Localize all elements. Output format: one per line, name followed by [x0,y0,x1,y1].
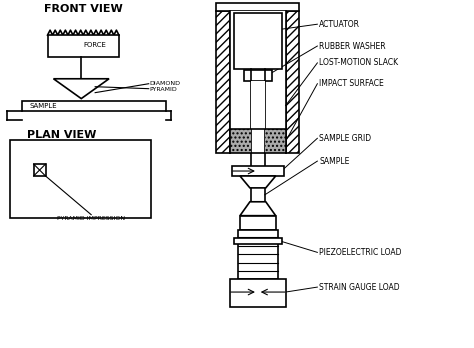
Text: STRAIN GAUGE LOAD: STRAIN GAUGE LOAD [319,283,400,292]
Text: FORCE: FORCE [83,42,106,48]
Bar [230,11,286,153]
Bar [230,129,286,153]
Bar [286,11,300,153]
Polygon shape [240,202,276,216]
Text: PIEZOELECTRIC LOAD: PIEZOELECTRIC LOAD [319,248,402,257]
Text: SAMPLE GRID: SAMPLE GRID [319,134,372,143]
Bar [240,216,276,230]
Text: RUBBER WASHER: RUBBER WASHER [319,41,386,50]
Text: IMPACT SURFACE: IMPACT SURFACE [319,79,384,88]
Bar [230,279,286,307]
Bar [47,35,119,57]
Bar [22,101,165,111]
Text: SAMPLE: SAMPLE [30,103,57,109]
Text: LOST-MOTION SLACK: LOST-MOTION SLACK [319,58,399,68]
Bar [265,129,286,153]
Text: ACTUATOR: ACTUATOR [319,20,360,29]
Bar [244,70,272,81]
Text: DIAMOND
PYRAMID: DIAMOND PYRAMID [150,81,181,92]
Bar [238,230,278,279]
Bar [216,3,300,11]
Polygon shape [54,79,109,98]
Bar [216,11,230,153]
Bar [234,13,282,69]
Bar [234,238,282,244]
Polygon shape [240,176,276,188]
Text: SAMPLE: SAMPLE [319,157,350,166]
Text: PYRAMID IMPRESSION: PYRAMID IMPRESSION [57,216,125,221]
Text: FRONT VIEW: FRONT VIEW [44,5,123,14]
Bar [251,81,265,129]
Bar [10,140,151,218]
Bar [34,164,46,176]
Bar [232,166,283,176]
Bar [230,129,251,153]
Text: PLAN VIEW: PLAN VIEW [27,130,96,140]
